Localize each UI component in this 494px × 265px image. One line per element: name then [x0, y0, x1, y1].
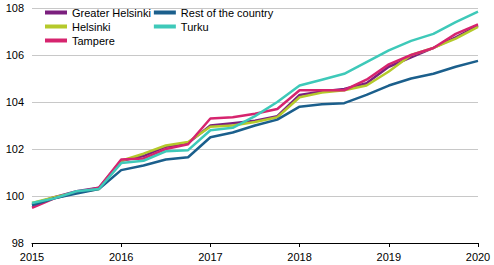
svg-text:Rest of the country: Rest of the country — [181, 7, 274, 19]
svg-text:2015: 2015 — [20, 251, 44, 263]
svg-text:104: 104 — [6, 96, 24, 108]
svg-text:Tampere: Tampere — [72, 35, 115, 47]
svg-text:108: 108 — [6, 2, 24, 14]
svg-text:2018: 2018 — [287, 251, 311, 263]
svg-text:Helsinki: Helsinki — [72, 21, 111, 33]
svg-text:102: 102 — [6, 143, 24, 155]
svg-text:2019: 2019 — [377, 251, 401, 263]
svg-text:Turku: Turku — [181, 21, 209, 33]
svg-text:2017: 2017 — [198, 251, 222, 263]
svg-text:100: 100 — [6, 190, 24, 202]
svg-text:2016: 2016 — [109, 251, 133, 263]
svg-text:106: 106 — [6, 49, 24, 61]
svg-text:2020: 2020 — [466, 251, 490, 263]
svg-text:98: 98 — [12, 237, 24, 249]
svg-text:Greater Helsinki: Greater Helsinki — [72, 7, 151, 19]
